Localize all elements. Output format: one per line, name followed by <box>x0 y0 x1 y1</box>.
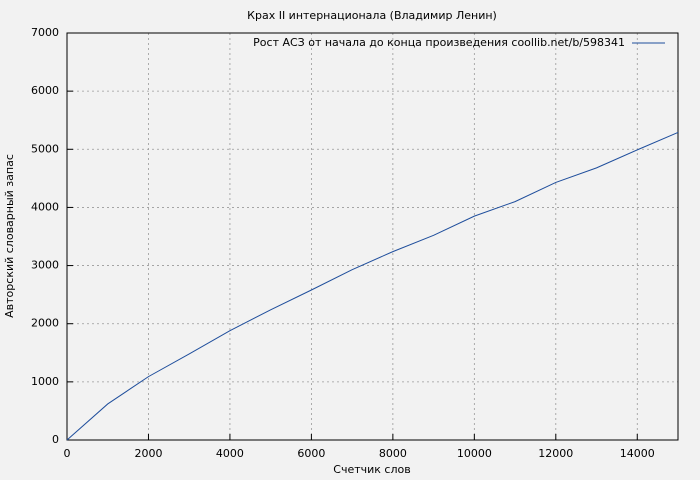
legend-label: Рост АСЗ от начала до конца произведения… <box>253 36 625 49</box>
x-tick-label: 14000 <box>620 447 655 460</box>
y-tick-label: 7000 <box>31 26 59 39</box>
x-tick-label: 2000 <box>134 447 162 460</box>
data-line <box>66 131 679 441</box>
chart-title: Крах II интернационала (Владимир Ленин) <box>247 9 497 22</box>
x-axis-label: Счетчик слов <box>333 463 410 476</box>
x-tick-label: 12000 <box>538 447 573 460</box>
y-axis-label: Авторский словарный запас <box>3 154 16 318</box>
y-tick-label: 1000 <box>31 375 59 388</box>
y-tick-label: 2000 <box>31 317 59 330</box>
y-tick-label: 0 <box>52 433 59 446</box>
y-tick-label: 4000 <box>31 200 59 213</box>
x-tick-label: 0 <box>64 447 71 460</box>
x-tick-label: 6000 <box>297 447 325 460</box>
y-tick-label: 6000 <box>31 84 59 97</box>
plot-frame <box>66 32 679 441</box>
x-tick-label: 4000 <box>216 447 244 460</box>
y-tick-label: 3000 <box>31 259 59 272</box>
y-tick-label: 5000 <box>31 142 59 155</box>
x-tick-label: 8000 <box>379 447 407 460</box>
x-tick-label: 10000 <box>457 447 492 460</box>
